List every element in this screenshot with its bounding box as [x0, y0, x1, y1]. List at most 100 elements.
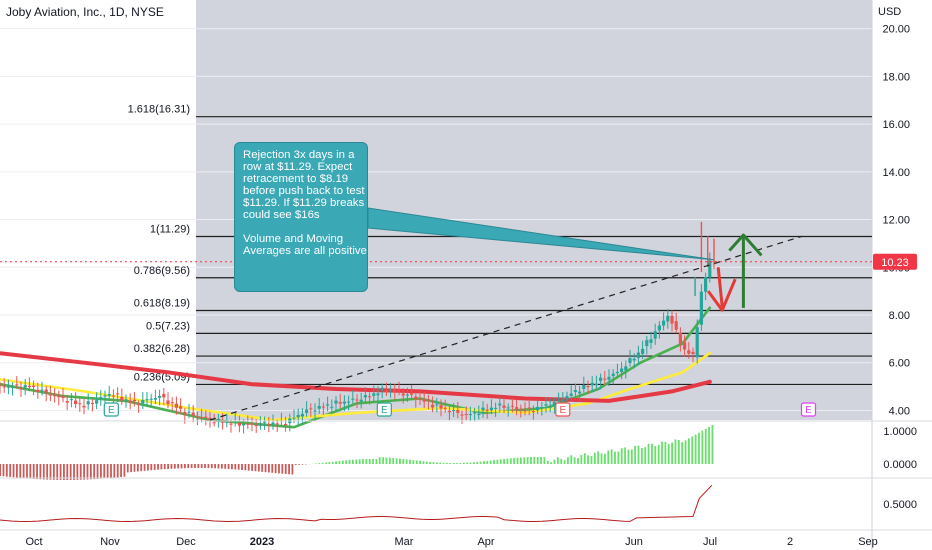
histogram-bar: [173, 464, 176, 469]
price-tick-label: 20.00: [882, 24, 910, 36]
indicator2-tick-label: 0.5000: [883, 499, 917, 511]
histogram-bar: [140, 464, 143, 472]
candle-body: [116, 393, 120, 395]
histogram-bar: [257, 464, 260, 472]
candle-body: [237, 422, 241, 426]
trend-line: [209, 235, 803, 421]
histogram-bar: [56, 464, 59, 480]
candle-body: [683, 342, 687, 350]
candle-body: [229, 423, 233, 425]
histogram-bar: [157, 464, 159, 470]
histogram-bar: [190, 464, 193, 469]
histogram-bar: [12, 464, 15, 478]
histogram-bar: [167, 464, 169, 469]
histogram-bar: [261, 464, 264, 472]
candle-body: [321, 406, 325, 408]
histogram-bar: [126, 464, 129, 473]
histogram-bar: [543, 457, 546, 464]
histogram-bar: [345, 460, 348, 464]
earnings-letter: E: [559, 405, 566, 416]
candle-body: [561, 399, 565, 402]
histogram-bar: [385, 457, 388, 464]
histogram-bar: [63, 464, 65, 480]
histogram-bar: [607, 450, 610, 464]
histogram-bar: [452, 463, 455, 464]
earnings-letter: E: [805, 405, 812, 416]
candle-body: [510, 405, 514, 407]
candle-body: [645, 340, 649, 346]
currency-label[interactable]: USD: [878, 6, 902, 18]
candle-body: [460, 414, 464, 416]
annotation-callout[interactable]: Rejection 3x days in a row at $11.29. Ex…: [234, 142, 368, 292]
time-tick-label: Jun: [625, 536, 643, 548]
histogram-bar: [284, 464, 287, 474]
candle-body: [452, 409, 456, 411]
candle-body: [481, 407, 485, 411]
candle-body: [15, 384, 19, 386]
candle-body: [137, 404, 141, 406]
histogram-bar: [392, 457, 395, 464]
histogram-bar: [177, 464, 180, 469]
candle-body: [418, 398, 422, 400]
histogram-bar: [217, 464, 220, 469]
candle-body: [502, 405, 506, 408]
histogram-bar: [694, 434, 697, 464]
candle-body: [540, 407, 544, 409]
candle-body: [666, 315, 670, 322]
histogram-bar: [580, 454, 583, 464]
time-axis: Oct Nov Dec 2023 Mar Apr Jun Jul 2 Sep: [0, 529, 932, 548]
histogram-bar: [701, 430, 704, 464]
histogram-bar: [123, 464, 126, 477]
candle-body: [6, 386, 10, 388]
candle-body: [569, 393, 573, 396]
histogram-bar: [674, 439, 677, 464]
candle-body: [620, 368, 624, 372]
histogram-bar: [89, 464, 92, 480]
histogram-bar: [254, 464, 257, 472]
histogram-bar: [637, 445, 640, 464]
histogram-bar: [355, 459, 358, 464]
earnings-badge: [555, 402, 571, 417]
candle-body: [0, 385, 2, 387]
candle-body: [468, 414, 472, 416]
histogram-bar: [446, 462, 448, 464]
histogram-bar: [207, 464, 210, 469]
candle-body: [615, 371, 619, 374]
candle-body: [611, 373, 615, 377]
candle-body: [141, 399, 145, 404]
candle-body: [111, 395, 115, 397]
candle-body: [678, 332, 682, 344]
histogram-bar: [19, 464, 22, 478]
histogram-bar: [251, 464, 253, 471]
candle-body: [284, 424, 288, 426]
histogram-bar: [412, 460, 415, 464]
down-arrow-shaft: [716, 267, 724, 307]
candle-body: [145, 399, 149, 401]
histogram-bar: [439, 462, 442, 464]
histogram-bar: [590, 455, 593, 464]
candle-body: [44, 389, 48, 393]
histogram-bar: [456, 462, 458, 464]
histogram-bar: [200, 464, 203, 469]
volume-histogram-pane: 1.0000 0.0000: [0, 420, 932, 480]
histogram-bar: [153, 464, 156, 470]
fib-level-label: 0.382(6.28): [134, 343, 190, 355]
candle-body: [57, 395, 61, 398]
histogram-bar: [321, 462, 324, 464]
histogram-bar: [711, 424, 714, 464]
grid: [0, 0, 873, 550]
earnings-badge: [800, 402, 817, 417]
histogram-bar: [133, 464, 136, 472]
histogram-bar: [368, 459, 371, 464]
candle-body: [107, 394, 111, 396]
histogram-bar: [378, 457, 381, 464]
histogram-bar: [429, 461, 432, 464]
candle-body: [464, 414, 468, 416]
candle-body: [603, 378, 607, 380]
histogram-bar: [432, 462, 435, 464]
fibonacci-levels: 1.618(16.31) 1(11.29) 0.786(9.56) 0.618(8.1…: [128, 104, 872, 386]
earnings-marker: E: [800, 402, 817, 417]
histogram-bar: [681, 442, 684, 464]
